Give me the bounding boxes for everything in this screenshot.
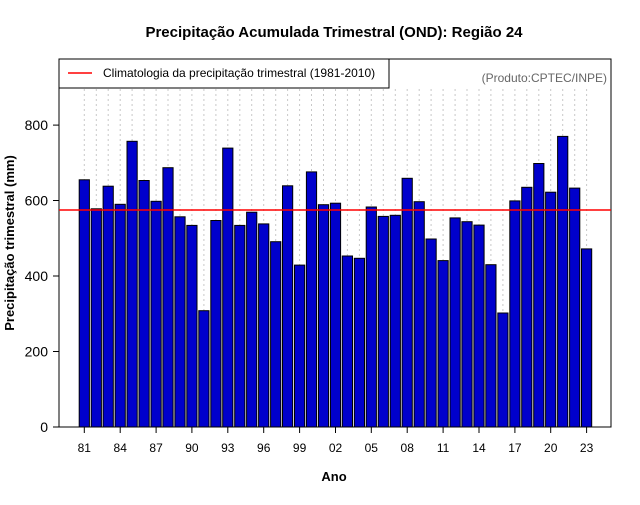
bar	[365, 206, 377, 428]
x-tick-label: 96	[257, 441, 271, 455]
x-tick-label: 14	[472, 441, 486, 455]
y-axis-label: Precipitação trimestral (mm)	[2, 155, 17, 331]
y-tick-label: 200	[25, 344, 49, 360]
bar	[389, 214, 401, 428]
bar	[329, 202, 342, 428]
x-tick-label: 11	[437, 441, 450, 455]
bar	[222, 147, 234, 428]
bar	[341, 255, 353, 428]
x-tick-label: 99	[293, 441, 307, 455]
chart-title: Precipitação Acumulada Trimestral (OND):…	[145, 24, 523, 41]
bar	[569, 187, 581, 428]
bar	[198, 310, 210, 428]
bar	[102, 185, 114, 428]
bar	[353, 257, 365, 428]
bar	[425, 238, 437, 428]
x-axis-label: Ano	[321, 469, 346, 484]
bar	[294, 264, 306, 428]
bar	[78, 179, 90, 428]
bar	[413, 201, 425, 428]
bar	[485, 264, 497, 428]
bar	[126, 140, 138, 428]
y-tick-label: 0	[40, 419, 48, 435]
bar	[305, 171, 318, 428]
x-tick-label: 05	[365, 441, 379, 455]
bar	[461, 221, 473, 428]
legend-box	[58, 58, 390, 89]
x-axis: 81 84 87 90 93 96 99 02 05 08 11 14 17 20 23	[78, 427, 594, 455]
x-tick-label: 90	[185, 441, 199, 455]
bar	[401, 177, 413, 428]
bar	[90, 208, 102, 428]
x-tick-label: 23	[580, 441, 594, 455]
x-tick-label: 93	[221, 441, 235, 455]
bars	[78, 135, 593, 428]
bar	[258, 223, 270, 428]
bar	[246, 211, 258, 428]
x-tick-label: 08	[401, 441, 415, 455]
bar	[186, 224, 198, 428]
x-tick-label: 20	[544, 441, 558, 455]
credit-text: (Produto:CPTEC/INPE)	[482, 71, 607, 85]
bar	[533, 163, 545, 428]
y-axis: 0 200 400 600 800	[25, 117, 59, 435]
bar	[497, 312, 509, 428]
x-tick-label: 17	[508, 441, 522, 455]
bar	[174, 216, 186, 428]
x-tick-label: 81	[78, 441, 92, 455]
legend-label-climatology: Climatologia da precipitação trimestral …	[103, 66, 375, 80]
bar	[150, 200, 162, 428]
bar	[449, 217, 461, 428]
bar	[437, 260, 449, 428]
bar	[270, 241, 282, 428]
bar	[557, 135, 569, 428]
x-tick-label: 87	[149, 441, 163, 455]
y-tick-label: 800	[25, 117, 49, 133]
bar	[138, 180, 150, 428]
bar	[114, 203, 126, 428]
x-tick-label: 02	[329, 441, 343, 455]
bar	[545, 191, 557, 428]
bar	[581, 248, 593, 428]
bar	[282, 185, 294, 428]
bar	[234, 224, 246, 428]
bar	[162, 167, 174, 428]
y-tick-label: 600	[25, 193, 49, 209]
y-tick-label: 400	[25, 268, 49, 284]
legend: Climatologia da precipitação trimestral …	[58, 58, 390, 89]
bar	[210, 220, 222, 428]
bar	[473, 224, 485, 428]
bar	[377, 215, 389, 428]
bar	[521, 186, 533, 428]
bar	[509, 200, 521, 428]
x-tick-label: 84	[114, 441, 128, 455]
bar	[317, 204, 330, 428]
